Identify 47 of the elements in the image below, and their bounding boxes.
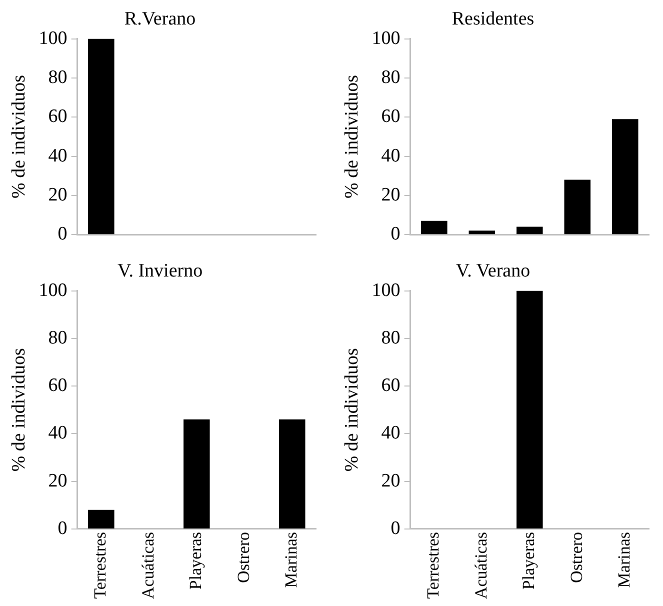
y-tick-label: 80 [48,327,68,348]
x-tick-label: Playeras [186,532,206,590]
bar [564,180,591,234]
x-tick-label: Ostrero [566,532,586,583]
y-tick-label: 60 [381,375,400,396]
y-tick-label: 80 [381,327,400,348]
y-tick-label: 40 [381,422,400,444]
y-tick-label: 100 [372,28,400,49]
x-tick-label: Marinas [614,532,634,588]
chart-title: R.Verano [124,8,196,30]
chart-title: V. Invierno [117,260,203,282]
y-axis-title: % de individuos [8,74,30,198]
y-tick-label: 0 [390,224,400,245]
y-tick-label: 100 [372,280,400,301]
x-tick-label: Acuáticas [138,532,158,600]
y-tick-label: 20 [48,184,68,206]
y-tick-label: 0 [390,518,400,539]
y-tick-label: 40 [48,422,68,444]
bar [516,226,543,234]
y-tick-label: 60 [48,106,68,128]
x-tick-label: Ostrero [234,532,253,583]
y-tick-label: 80 [381,66,400,88]
y-axis-title: % de individuos [8,348,30,472]
y-tick-label: 40 [48,145,68,166]
bar [612,119,638,234]
y-tick-label: 20 [381,184,400,206]
x-tick-label: Terrestres [90,532,110,599]
x-tick-label: Marinas [282,532,301,588]
y-tick-label: 60 [381,106,400,128]
y-axis-title: % de individuos [341,74,362,198]
chart-title: V. Verano [456,260,530,282]
y-tick-label: 20 [381,470,400,492]
y-tick-label: 60 [48,375,68,396]
x-tick-label: Acuáticas [471,532,490,600]
y-tick-label: 20 [48,470,68,492]
y-tick-label: 0 [58,518,68,539]
x-tick-label: Terrestres [424,532,443,599]
chart-title: Residentes [452,8,534,30]
bar [468,230,496,234]
x-tick-label: Playeras [519,532,538,590]
y-tick-label: 100 [38,280,68,301]
y-tick-label: 0 [58,224,68,245]
y-tick-label: 100 [38,28,68,49]
y-tick-label: 80 [48,66,68,88]
y-tick-label: 40 [381,145,400,166]
y-axis-title: % de individuos [341,348,362,472]
bar [421,220,448,234]
